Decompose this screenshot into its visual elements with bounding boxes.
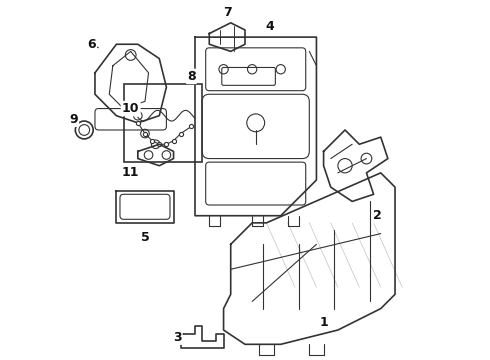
Text: 9: 9 <box>69 113 78 126</box>
Text: 1: 1 <box>319 316 328 329</box>
Text: 4: 4 <box>266 20 274 33</box>
Text: 5: 5 <box>141 231 149 244</box>
Text: 8: 8 <box>187 70 196 83</box>
Text: 10: 10 <box>122 102 140 115</box>
Text: 11: 11 <box>122 166 140 179</box>
Text: 3: 3 <box>173 331 181 344</box>
Text: 6: 6 <box>87 38 96 51</box>
Text: 7: 7 <box>223 6 231 19</box>
Text: 2: 2 <box>373 209 382 222</box>
